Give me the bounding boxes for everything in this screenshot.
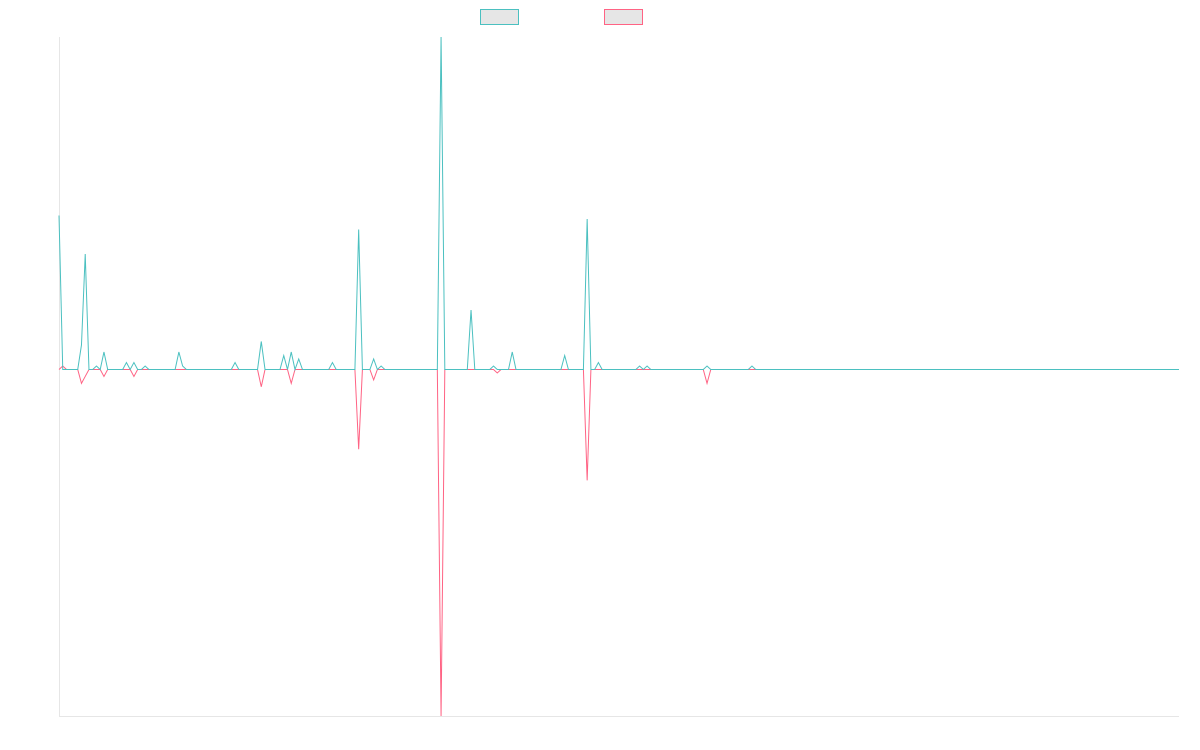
legend-swatch-teal[interactable]: [480, 9, 519, 25]
legend-swatch-pink[interactable]: [604, 9, 643, 25]
series-layer: [58, 36, 1179, 717]
series-line-teal: [58, 36, 1179, 372]
series-line-pink: [58, 365, 1179, 717]
